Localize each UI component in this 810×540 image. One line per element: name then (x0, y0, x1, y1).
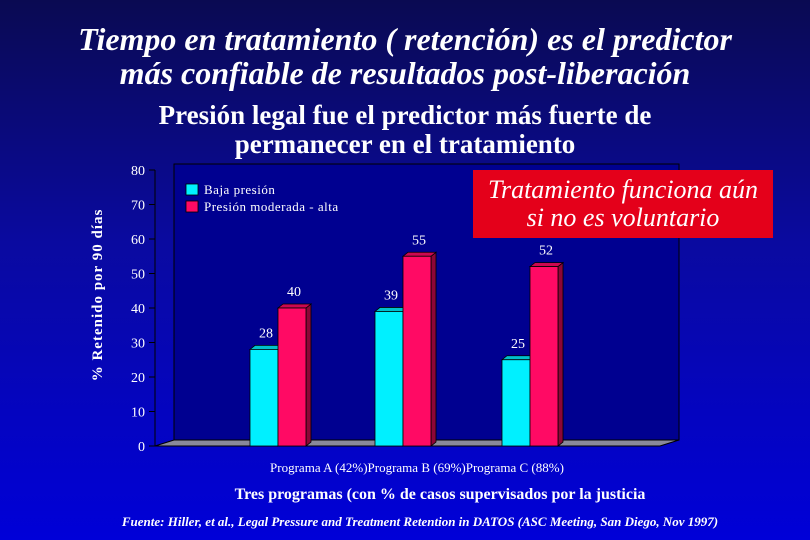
bar-value-label: 28 (259, 326, 273, 341)
bar-value-label: 39 (384, 288, 398, 303)
bar (277, 307, 307, 447)
bar (249, 348, 279, 447)
bar (374, 311, 404, 447)
slide-subtitle: Presión legal fue el predictor más fuert… (90, 101, 720, 159)
bar-top (276, 303, 313, 309)
title-line-1: Tiempo en tratamiento ( retención) es el… (78, 21, 732, 57)
legend-label: Baja presión (204, 182, 275, 197)
y-tick-label: 0 (138, 440, 145, 455)
chart-x-axis-title: Tres programas (con % de casos supervisa… (234, 486, 646, 503)
legend-swatch (185, 200, 199, 213)
y-tick-label: 40 (131, 302, 145, 317)
y-axis-title: % Retenido por 90 días (90, 209, 106, 382)
y-tick-label: 60 (131, 233, 145, 248)
callout-box: Tratamiento funciona aún si no es volunt… (473, 170, 773, 238)
slide-title: Tiempo en tratamiento ( retención) es el… (0, 22, 810, 90)
bar-value-label: 55 (412, 233, 426, 248)
subtitle-line-2: permanecer en el tratamiento (234, 129, 576, 159)
y-tick-label: 80 (131, 164, 145, 179)
x-category-labels: Programa A (42%)Programa B (69%)Programa… (270, 460, 564, 475)
bar-top (528, 262, 565, 268)
bar-side (305, 303, 312, 447)
title-line-2: más confiable de resultados post-liberac… (119, 55, 691, 91)
bar-side (557, 261, 564, 447)
y-tick-label: 50 (131, 268, 145, 283)
callout-line-1: Tratamiento funciona aún (487, 175, 759, 204)
bar (529, 266, 559, 447)
subtitle-line-1: Presión legal fue el predictor más fuert… (158, 100, 652, 130)
y-tick-label: 20 (131, 371, 145, 386)
bar-value-label: 52 (539, 244, 553, 259)
bar-top (401, 251, 438, 257)
bar-value-label: 25 (511, 337, 525, 352)
legend-label: Presión moderada - alta (204, 199, 339, 214)
bar (402, 255, 432, 447)
y-tick-label: 30 (131, 337, 145, 352)
y-tick-label: 10 (131, 406, 145, 421)
bar (501, 359, 531, 447)
source-citation: Fuente: Hiller, et al., Legal Pressure a… (121, 514, 719, 529)
legend-swatch (185, 183, 199, 196)
bar-side (430, 251, 437, 447)
y-tick-label: 70 (131, 199, 145, 214)
bar-value-label: 40 (287, 285, 301, 300)
callout-line-2: si no es voluntario (526, 203, 720, 232)
